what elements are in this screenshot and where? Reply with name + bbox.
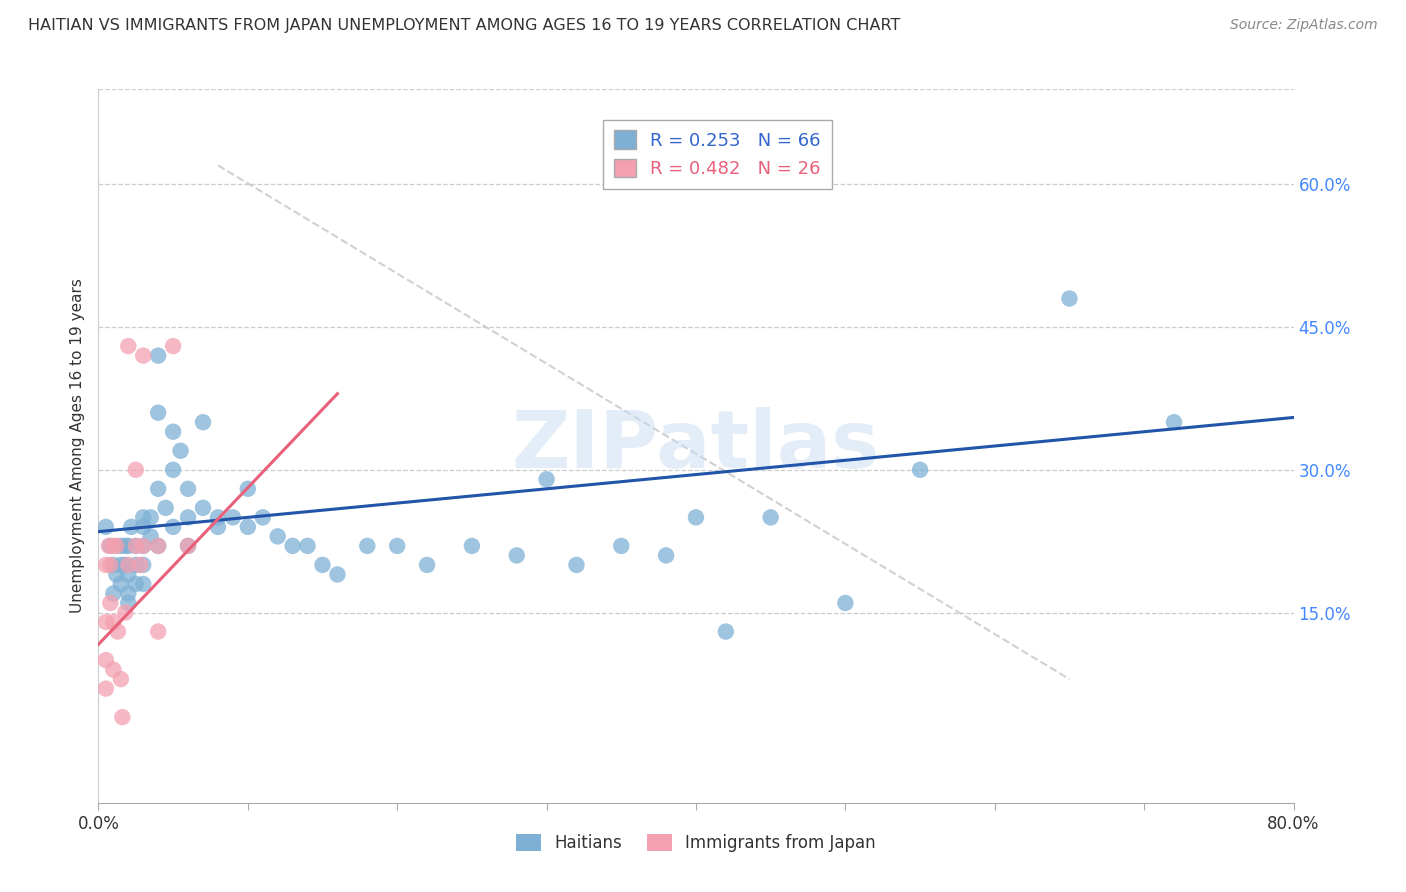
Point <box>120 520 142 534</box>
Point <box>117 558 139 572</box>
Point <box>132 539 155 553</box>
Point <box>655 549 678 563</box>
Point <box>98 539 122 553</box>
Point <box>94 520 117 534</box>
Point <box>132 577 155 591</box>
Point <box>385 539 409 553</box>
Point <box>103 615 125 629</box>
Point <box>94 558 117 572</box>
Point <box>461 539 484 553</box>
Point <box>908 463 931 477</box>
Point <box>125 539 148 553</box>
Point <box>111 710 134 724</box>
Point <box>129 558 152 572</box>
Point <box>98 596 122 610</box>
Legend: Haitians, Immigrants from Japan: Haitians, Immigrants from Japan <box>509 827 883 859</box>
Point <box>103 663 125 677</box>
Y-axis label: Unemployment Among Ages 16 to 19 years: Unemployment Among Ages 16 to 19 years <box>69 278 84 614</box>
Point <box>177 482 200 496</box>
Point <box>125 558 148 572</box>
Point <box>177 539 200 553</box>
Point <box>94 615 117 629</box>
Point <box>117 539 139 553</box>
Point <box>94 681 117 696</box>
Point <box>759 510 782 524</box>
Point <box>132 539 155 553</box>
Point <box>117 586 139 600</box>
Point <box>155 500 177 515</box>
Point <box>110 672 132 686</box>
Point <box>191 500 214 515</box>
Point <box>114 606 136 620</box>
Point <box>162 463 184 477</box>
Point <box>94 653 117 667</box>
Point <box>162 520 184 534</box>
Text: Source: ZipAtlas.com: Source: ZipAtlas.com <box>1230 18 1378 32</box>
Point <box>125 539 148 553</box>
Point <box>834 596 856 610</box>
Text: ZIPatlas: ZIPatlas <box>512 407 880 485</box>
Point <box>132 349 155 363</box>
Point <box>125 463 148 477</box>
Point <box>105 567 128 582</box>
Point <box>162 425 184 439</box>
Point <box>148 406 170 420</box>
Point <box>267 529 290 543</box>
Point <box>117 567 139 582</box>
Point <box>191 415 214 429</box>
Point <box>177 539 200 553</box>
Point <box>103 558 125 572</box>
Point <box>236 482 259 496</box>
Point <box>139 529 162 543</box>
Point <box>139 510 162 524</box>
Point <box>114 558 136 572</box>
Point <box>97 539 120 553</box>
Point <box>110 539 132 553</box>
Point <box>177 510 200 524</box>
Point <box>536 472 558 486</box>
Point <box>114 539 136 553</box>
Point <box>107 624 129 639</box>
Point <box>714 624 737 639</box>
Point <box>207 510 229 524</box>
Point <box>222 510 245 524</box>
Point <box>685 510 707 524</box>
Point <box>416 558 439 572</box>
Point <box>1059 292 1081 306</box>
Text: HAITIAN VS IMMIGRANTS FROM JAPAN UNEMPLOYMENT AMONG AGES 16 TO 19 YEARS CORRELAT: HAITIAN VS IMMIGRANTS FROM JAPAN UNEMPLO… <box>28 18 900 33</box>
Point <box>281 539 304 553</box>
Point <box>110 577 132 591</box>
Point <box>311 558 333 572</box>
Point <box>207 520 229 534</box>
Point <box>110 558 132 572</box>
Point <box>148 624 170 639</box>
Point <box>148 539 170 553</box>
Point <box>98 558 122 572</box>
Point <box>103 586 125 600</box>
Point <box>132 520 155 534</box>
Point <box>148 482 170 496</box>
Point <box>148 539 170 553</box>
Point <box>103 539 125 553</box>
Point <box>169 443 191 458</box>
Point <box>565 558 588 572</box>
Point <box>326 567 349 582</box>
Point <box>1163 415 1185 429</box>
Point <box>162 339 184 353</box>
Point <box>125 577 148 591</box>
Point <box>117 339 139 353</box>
Point <box>610 539 633 553</box>
Point <box>297 539 319 553</box>
Point <box>105 539 128 553</box>
Point <box>117 596 139 610</box>
Point <box>356 539 378 553</box>
Point <box>506 549 529 563</box>
Point <box>148 349 170 363</box>
Point <box>132 558 155 572</box>
Point <box>236 520 259 534</box>
Point <box>132 510 155 524</box>
Point <box>252 510 274 524</box>
